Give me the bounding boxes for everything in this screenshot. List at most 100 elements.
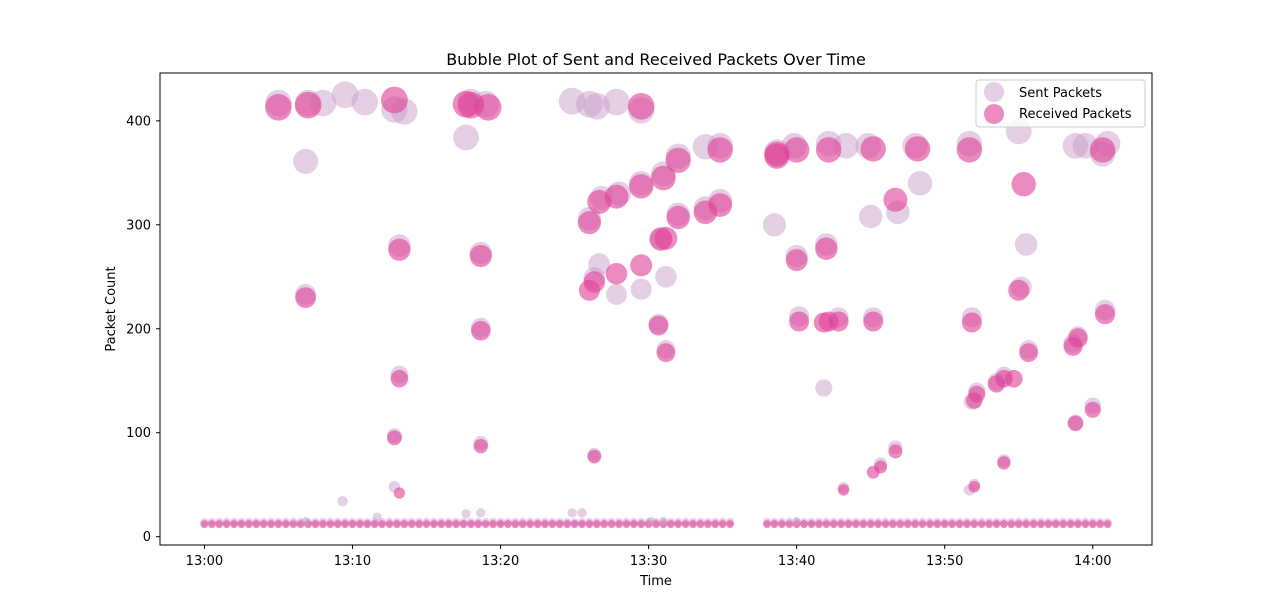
received-packet-bubble bbox=[904, 136, 931, 162]
received-baseline-point bbox=[963, 520, 971, 529]
received-baseline-point bbox=[237, 520, 246, 529]
received-baseline-point bbox=[244, 520, 253, 529]
sent-packet-bubble bbox=[567, 508, 577, 518]
received-baseline-point bbox=[474, 520, 483, 529]
received-packet-bubble bbox=[707, 137, 733, 163]
received-baseline-point bbox=[970, 520, 979, 529]
received-packet-bubble bbox=[473, 439, 488, 454]
legend-received-marker bbox=[984, 104, 1004, 124]
received-packet-bubble bbox=[665, 147, 691, 173]
y-tick-label: 100 bbox=[126, 426, 151, 441]
legend-box bbox=[975, 79, 1146, 128]
received-baseline-point bbox=[785, 520, 794, 529]
y-axis-label: Packet Count bbox=[104, 266, 119, 351]
received-packet-bubble bbox=[888, 444, 903, 459]
received-packet-bubble bbox=[968, 385, 986, 403]
received-baseline-point bbox=[822, 520, 831, 529]
sent-packet-bubble bbox=[907, 171, 933, 196]
received-packet-bubble bbox=[708, 193, 733, 217]
sent-packet-bubble bbox=[372, 512, 382, 522]
received-baseline-point bbox=[363, 520, 372, 529]
received-packet-bubble bbox=[1084, 401, 1101, 418]
received-packet-bubble bbox=[1067, 415, 1084, 432]
received-baseline-point bbox=[948, 520, 956, 529]
sent-packet-bubble bbox=[577, 508, 587, 518]
received-baseline-point bbox=[881, 520, 890, 529]
received-baseline-point bbox=[526, 520, 534, 529]
received-baseline-point bbox=[578, 520, 586, 529]
received-baseline-point bbox=[282, 520, 290, 529]
received-baseline-point bbox=[1044, 520, 1053, 529]
sent-packet-bubble bbox=[1014, 233, 1038, 256]
sent-packet-bubble bbox=[606, 283, 627, 305]
y-tick-label: 400 bbox=[126, 114, 151, 129]
sent-packet-bubble bbox=[792, 517, 801, 526]
received-packet-bubble bbox=[785, 249, 808, 272]
x-tick-label: 14:00 bbox=[1074, 554, 1111, 569]
received-packet-bubble bbox=[587, 449, 602, 464]
received-packet-bubble bbox=[627, 93, 655, 120]
received-baseline-point bbox=[1081, 520, 1090, 529]
received-packet-bubble bbox=[1011, 172, 1036, 197]
received-packet-bubble bbox=[666, 205, 690, 230]
received-packet-bubble bbox=[863, 311, 884, 332]
received-baseline-point bbox=[504, 520, 512, 529]
received-baseline-point bbox=[541, 520, 549, 529]
received-baseline-point bbox=[370, 520, 379, 529]
received-baseline-point bbox=[940, 520, 949, 529]
received-baseline-point bbox=[933, 520, 942, 529]
received-packet-bubble bbox=[393, 487, 405, 499]
received-baseline-point bbox=[903, 520, 912, 529]
received-packet-bubble bbox=[860, 136, 886, 162]
received-baseline-point bbox=[592, 520, 601, 529]
received-baseline-point bbox=[333, 520, 342, 529]
y-tick-label: 300 bbox=[126, 218, 151, 233]
received-baseline-point bbox=[430, 520, 438, 529]
received-baseline-point bbox=[259, 520, 268, 529]
x-tick-label: 13:30 bbox=[630, 554, 667, 569]
sent-packet-bubble bbox=[647, 517, 656, 526]
received-baseline-point bbox=[977, 520, 986, 529]
x-tick-label: 13:50 bbox=[926, 554, 963, 569]
received-packet-bubble bbox=[815, 237, 838, 260]
received-baseline-point bbox=[637, 520, 646, 529]
received-baseline-point bbox=[459, 520, 468, 529]
received-packet-bubble bbox=[816, 137, 842, 163]
received-baseline-point bbox=[837, 520, 845, 529]
received-baseline-point bbox=[778, 520, 786, 529]
received-baseline-point bbox=[866, 520, 875, 529]
received-baseline-point bbox=[555, 520, 564, 529]
received-packet-bubble bbox=[1089, 137, 1116, 163]
received-baseline-point bbox=[215, 520, 224, 529]
received-baseline-point bbox=[607, 520, 616, 529]
received-packet-bubble bbox=[837, 484, 850, 496]
x-axis-label: Time bbox=[639, 574, 672, 589]
received-baseline-point bbox=[763, 520, 771, 529]
received-baseline-point bbox=[518, 520, 527, 529]
received-baseline-point bbox=[629, 520, 638, 529]
received-baseline-point bbox=[852, 520, 860, 529]
received-baseline-point bbox=[815, 520, 823, 529]
plot-marks bbox=[200, 81, 1121, 529]
received-baseline-point bbox=[444, 520, 453, 529]
received-baseline-point bbox=[481, 520, 490, 529]
received-baseline-point bbox=[533, 520, 542, 529]
received-baseline-point bbox=[696, 520, 705, 529]
received-baseline-point bbox=[859, 520, 868, 529]
received-baseline-point bbox=[1022, 520, 1030, 529]
received-packet-bubble bbox=[583, 271, 605, 293]
received-packet-bubble bbox=[629, 174, 654, 199]
received-baseline-point bbox=[918, 520, 927, 529]
received-baseline-point bbox=[289, 520, 298, 529]
received-baseline-point bbox=[200, 520, 209, 529]
sent-packet-bubble bbox=[630, 278, 652, 300]
sent-packet-bubble bbox=[603, 88, 630, 116]
sent-packet-bubble bbox=[815, 379, 833, 397]
received-packet-bubble bbox=[651, 165, 676, 191]
received-packet-bubble bbox=[828, 311, 849, 332]
sent-packet-bubble bbox=[453, 124, 479, 151]
received-baseline-point bbox=[1059, 520, 1068, 529]
x-tick-label: 13:20 bbox=[482, 554, 519, 569]
received-packet-bubble bbox=[956, 137, 983, 163]
